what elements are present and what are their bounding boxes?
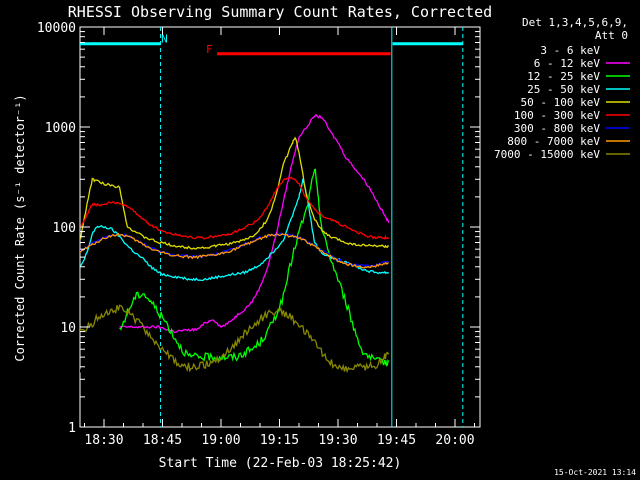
series-line-3-6-kev xyxy=(80,143,389,376)
legend-header-line: Att 0 xyxy=(595,29,628,42)
legend-entry-label: 12 - 25 keV xyxy=(527,70,600,83)
series-line-12-25-kev xyxy=(119,168,390,367)
annotation-n: N xyxy=(161,32,168,45)
legend-entry-label: 6 - 12 keV xyxy=(534,57,601,70)
legend-header-line: Det 1,3,4,5,6,9, xyxy=(522,16,628,29)
x-axis-label: Start Time (22-Feb-03 18:25:42) xyxy=(159,456,402,471)
x-tick-label: 20:00 xyxy=(435,433,474,448)
annotation-f: F xyxy=(206,43,213,56)
y-tick-label: 10 xyxy=(60,321,76,336)
legend-entry-label: 25 - 50 keV xyxy=(527,83,600,96)
x-tick-label: 19:30 xyxy=(318,433,357,448)
x-tick-label: 19:15 xyxy=(260,433,299,448)
axes: 18:30 18:45 19:00 19:15 19:30 19:45 20:00 1 10 10… xyxy=(37,21,480,448)
footer-timestamp: 15-Oct-2021 13:14 xyxy=(554,468,636,477)
series-line-7000-15000-kev xyxy=(80,304,390,374)
legend-entry-label: 100 - 300 keV xyxy=(514,109,600,122)
legend-entry-label: 7000 - 15000 keV xyxy=(494,148,600,161)
series-line-50-100-kev xyxy=(80,136,390,250)
legend-entry-label: 50 - 100 keV xyxy=(521,96,601,109)
x-tick-label: 18:45 xyxy=(143,433,182,448)
y-tick-label: 10000 xyxy=(37,21,76,36)
legend-entry-label: 3 - 6 keV xyxy=(540,44,600,57)
y-tick-label: 1000 xyxy=(45,121,76,136)
series-group xyxy=(80,27,464,427)
legend-entry-label: 300 - 800 keV xyxy=(514,122,600,135)
series-line-100-300-kev xyxy=(80,176,390,240)
chart-title: RHESSI Observing Summary Count Rates, Co… xyxy=(68,3,492,21)
y-tick-label: 1 xyxy=(68,421,76,436)
plot-marks: NF xyxy=(80,27,464,427)
y-tick-label: 100 xyxy=(53,221,76,236)
y-axis-label: Corrected Count Rate (s⁻¹ detector⁻¹) xyxy=(13,94,27,361)
x-tick-label: 19:00 xyxy=(201,433,240,448)
series-line-6-12-kev xyxy=(119,113,390,334)
x-tick-label: 19:45 xyxy=(377,433,416,448)
x-tick-label: 18:30 xyxy=(84,433,123,448)
series-line-800-7000-kev xyxy=(80,232,389,269)
legend-entry-label: 800 - 7000 keV xyxy=(507,135,600,148)
